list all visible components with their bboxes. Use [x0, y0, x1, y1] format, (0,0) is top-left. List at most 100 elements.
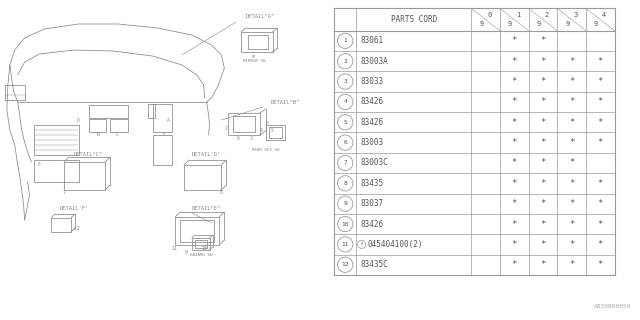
Text: REAR DEF SW: REAR DEF SW — [252, 148, 280, 152]
Text: 83435: 83435 — [360, 179, 384, 188]
Text: 9: 9 — [565, 21, 570, 28]
Text: 83426: 83426 — [360, 220, 384, 228]
Text: *: * — [511, 138, 517, 147]
Text: 045404100(2): 045404100(2) — [368, 240, 423, 249]
Bar — [35, 125, 79, 155]
Text: D: D — [77, 117, 79, 123]
Text: *: * — [598, 138, 603, 147]
Text: 10: 10 — [342, 221, 349, 227]
Text: *: * — [598, 260, 603, 269]
Text: 83003A: 83003A — [360, 57, 388, 66]
Text: *: * — [540, 240, 545, 249]
Text: DETAIL"E": DETAIL"E" — [192, 205, 221, 211]
Text: *: * — [569, 199, 574, 208]
Bar — [152, 104, 172, 132]
Text: *: * — [540, 260, 545, 269]
Text: 1: 1 — [516, 12, 520, 18]
Text: DETAIL"B": DETAIL"B" — [271, 100, 300, 105]
Text: DETAIL"A": DETAIL"A" — [246, 14, 275, 20]
Text: *: * — [540, 179, 545, 188]
Text: 11: 11 — [342, 242, 349, 247]
Text: *: * — [511, 57, 517, 66]
Text: 9: 9 — [508, 21, 512, 28]
Text: 4: 4 — [602, 12, 607, 18]
Text: *: * — [598, 199, 603, 208]
Bar — [148, 104, 156, 118]
Text: *: * — [569, 138, 574, 147]
Text: *: * — [598, 240, 603, 249]
Text: C: C — [116, 132, 119, 137]
Bar — [152, 135, 172, 165]
Text: *: * — [511, 199, 517, 208]
Text: *: * — [598, 97, 603, 107]
Text: MIRROR SW: MIRROR SW — [243, 59, 265, 63]
Text: 3: 3 — [343, 79, 347, 84]
Bar — [241, 32, 273, 52]
Text: *: * — [569, 240, 574, 249]
Text: 12: 12 — [342, 262, 349, 267]
Text: *: * — [540, 57, 545, 66]
Text: *: * — [598, 57, 603, 66]
Text: *: * — [569, 77, 574, 86]
Bar — [192, 238, 209, 250]
Text: -12: -12 — [71, 226, 79, 230]
Text: *: * — [540, 97, 545, 107]
Text: *: * — [569, 179, 574, 188]
Bar — [88, 105, 128, 118]
Text: 83426: 83426 — [360, 118, 384, 127]
Text: 83003C: 83003C — [360, 158, 388, 167]
Text: A830B00059: A830B00059 — [593, 303, 631, 308]
Text: F: F — [163, 132, 165, 137]
Text: 2: 2 — [545, 12, 549, 18]
Text: *: * — [598, 179, 603, 188]
Text: 1: 1 — [343, 38, 347, 43]
Text: 83061: 83061 — [360, 36, 384, 45]
Bar — [175, 217, 220, 245]
Text: 9: 9 — [343, 201, 347, 206]
Text: *: * — [598, 220, 603, 228]
Text: B: B — [97, 132, 99, 137]
Text: *: * — [598, 118, 603, 127]
Text: *: * — [540, 118, 545, 127]
Text: *: * — [540, 199, 545, 208]
Text: 6: 6 — [343, 140, 347, 145]
Text: *: * — [569, 260, 574, 269]
Text: *: * — [511, 36, 517, 45]
Text: 4: 4 — [260, 127, 262, 132]
Text: 0: 0 — [488, 12, 492, 18]
Text: *: * — [569, 158, 574, 167]
Bar — [184, 165, 221, 190]
Text: 83033: 83033 — [360, 77, 384, 86]
Bar — [88, 119, 106, 132]
Text: E: E — [37, 163, 40, 167]
Text: 10: 10 — [202, 245, 207, 251]
Text: *: * — [569, 97, 574, 107]
Bar — [228, 113, 260, 135]
Text: *: * — [569, 57, 574, 66]
Bar — [248, 35, 268, 49]
Text: *: * — [511, 240, 517, 249]
Text: *: * — [511, 158, 517, 167]
Bar — [266, 125, 285, 140]
Text: 2: 2 — [343, 59, 347, 64]
Bar — [110, 119, 128, 132]
Bar — [195, 240, 207, 248]
Text: 83426: 83426 — [360, 97, 384, 107]
Text: *: * — [598, 77, 603, 86]
Text: S: S — [360, 242, 363, 246]
Bar — [51, 218, 71, 232]
Text: *: * — [511, 118, 517, 127]
Text: 6: 6 — [237, 135, 240, 140]
Bar — [5, 85, 24, 100]
Text: 83037: 83037 — [360, 199, 384, 208]
Text: *: * — [540, 36, 545, 45]
Text: 8: 8 — [343, 181, 347, 186]
Text: *: * — [569, 118, 574, 127]
Text: A: A — [167, 117, 170, 123]
Bar — [64, 162, 105, 190]
Text: *: * — [569, 220, 574, 228]
Text: DETAIL"C": DETAIL"C" — [74, 153, 103, 157]
Text: *: * — [511, 77, 517, 86]
Bar — [180, 220, 214, 242]
Text: PARTS CORD: PARTS CORD — [390, 15, 437, 24]
